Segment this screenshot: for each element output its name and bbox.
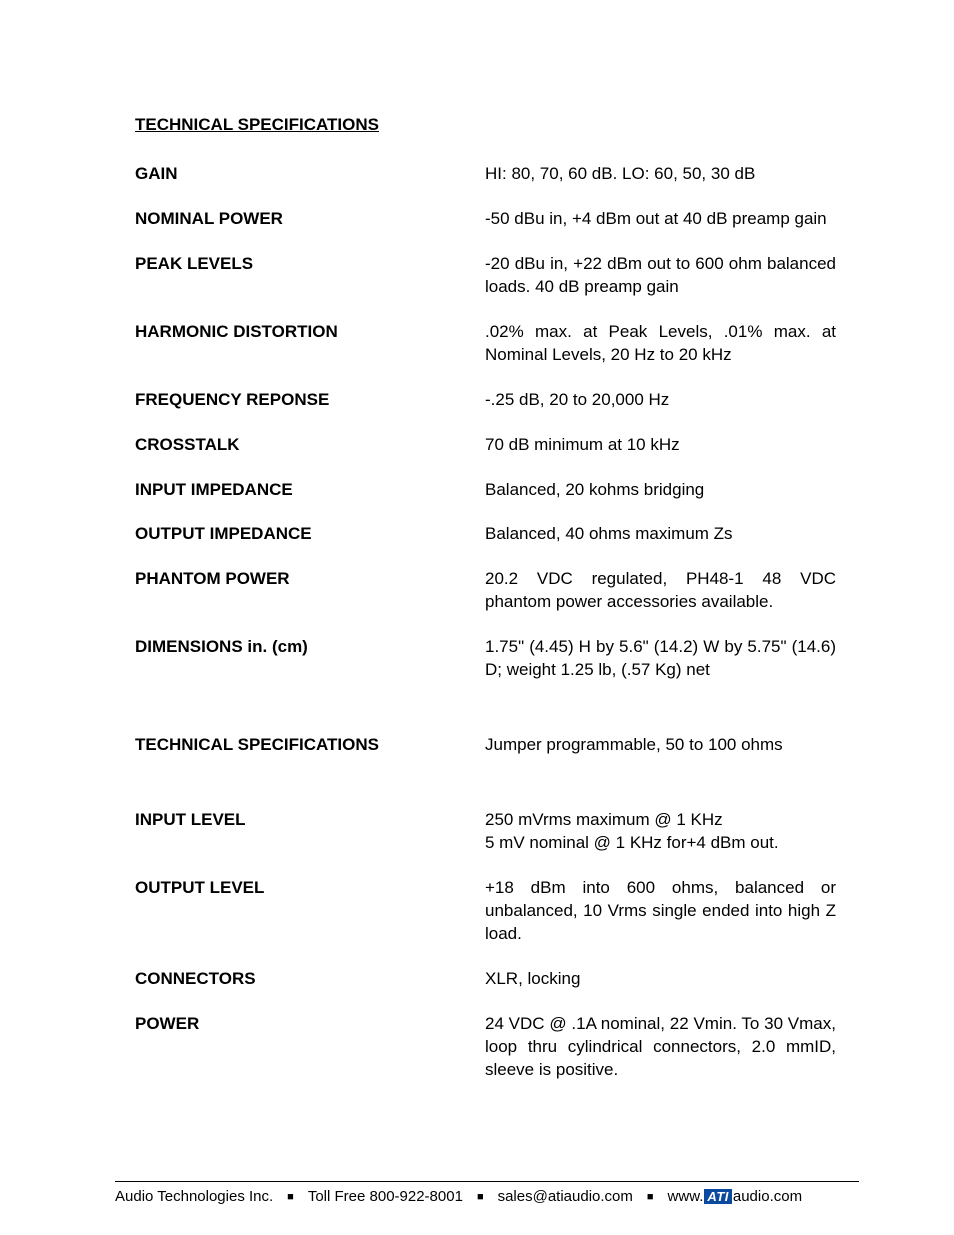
spec-value: +18 dBm into 600 ohms, balanced or unbal… — [485, 877, 836, 946]
spec-row: NOMINAL POWER-50 dBu in, +4 dBm out at 4… — [135, 208, 836, 231]
spec-row: CROSSTALK70 dB minimum at 10 kHz — [135, 434, 836, 457]
section-title: TECHNICAL SPECIFICATIONS — [135, 115, 836, 135]
separator-icon: ■ — [647, 1191, 654, 1203]
spec-label: CROSSTALK — [135, 434, 485, 457]
footer-phone: Toll Free 800-922-8001 — [308, 1188, 463, 1205]
spec-label: OUTPUT LEVEL — [135, 877, 485, 900]
spec-label: PHANTOM POWER — [135, 568, 485, 591]
spec-value: -50 dBu in, +4 dBm out at 40 dB preamp g… — [485, 208, 836, 231]
footer-url: www.ATIaudio.com — [668, 1188, 803, 1205]
spec-row: TECHNICAL SPECIFICATIONSJumper programma… — [135, 734, 836, 757]
footer-company: Audio Technologies Inc. — [115, 1188, 273, 1205]
spec-row: CONNECTORSXLR, locking — [135, 968, 836, 991]
spec-value: 24 VDC @ .1A nominal, 22 Vmin. To 30 Vma… — [485, 1013, 836, 1082]
spec-label: DIMENSIONS in. (cm) — [135, 636, 485, 659]
spec-label: CONNECTORS — [135, 968, 485, 991]
spec-label: INPUT IMPEDANCE — [135, 479, 485, 502]
spec-label: PEAK LEVELS — [135, 253, 485, 276]
footer-text: Audio Technologies Inc. ■ Toll Free 800-… — [0, 1188, 954, 1205]
footer-email: sales@atiaudio.com — [498, 1188, 633, 1205]
spec-row: GAINHI: 80, 70, 60 dB. LO: 60, 50, 30 dB — [135, 163, 836, 186]
separator-icon: ■ — [287, 1191, 294, 1203]
spec-value: 70 dB minimum at 10 kHz — [485, 434, 836, 457]
spec-row: POWER24 VDC @ .1A nominal, 22 Vmin. To 3… — [135, 1013, 836, 1082]
footer-url-suffix: audio.com — [733, 1188, 802, 1205]
spec-value: Balanced, 20 kohms bridging — [485, 479, 836, 502]
specs-list: GAINHI: 80, 70, 60 dB. LO: 60, 50, 30 dB… — [135, 163, 836, 1082]
footer-rule — [115, 1181, 859, 1182]
spec-label: TECHNICAL SPECIFICATIONS — [135, 734, 485, 757]
spec-label: HARMONIC DISTORTION — [135, 321, 485, 344]
spec-value: Jumper programmable, 50 to 100 ohms — [485, 734, 836, 757]
spec-value: Balanced, 40 ohms maximum Zs — [485, 523, 836, 546]
separator-icon: ■ — [477, 1191, 484, 1203]
spec-value: XLR, locking — [485, 968, 836, 991]
spec-label: GAIN — [135, 163, 485, 186]
spec-label: NOMINAL POWER — [135, 208, 485, 231]
spec-row: PHANTOM POWER20.2 VDC regulated, PH48-1 … — [135, 568, 836, 614]
spec-row: HARMONIC DISTORTION.02% max. at Peak Lev… — [135, 321, 836, 367]
spec-row: FREQUENCY REPONSE-.25 dB, 20 to 20,000 H… — [135, 389, 836, 412]
spec-row: OUTPUT IMPEDANCEBalanced, 40 ohms maximu… — [135, 523, 836, 546]
spec-label: INPUT LEVEL — [135, 809, 485, 832]
spec-label: FREQUENCY REPONSE — [135, 389, 485, 412]
spec-value: HI: 80, 70, 60 dB. LO: 60, 50, 30 dB — [485, 163, 836, 186]
spec-row: INPUT LEVEL250 mVrms maximum @ 1 KHz 5 m… — [135, 809, 836, 855]
spec-value: -.25 dB, 20 to 20,000 Hz — [485, 389, 836, 412]
spec-row: OUTPUT LEVEL+18 dBm into 600 ohms, balan… — [135, 877, 836, 946]
page-container: TECHNICAL SPECIFICATIONS GAINHI: 80, 70,… — [0, 0, 954, 1235]
spec-value: 1.75" (4.45) H by 5.6" (14.2) W by 5.75"… — [485, 636, 836, 682]
spec-value: 250 mVrms maximum @ 1 KHz 5 mV nominal @… — [485, 809, 836, 855]
ati-logo-icon: ATI — [704, 1189, 731, 1204]
spec-value: -20 dBu in, +22 dBm out to 600 ohm balan… — [485, 253, 836, 299]
spec-value: 20.2 VDC regulated, PH48-1 48 VDC phanto… — [485, 568, 836, 614]
spec-label: OUTPUT IMPEDANCE — [135, 523, 485, 546]
spec-row: DIMENSIONS in. (cm)1.75" (4.45) H by 5.6… — [135, 636, 836, 682]
spec-row: INPUT IMPEDANCEBalanced, 20 kohms bridgi… — [135, 479, 836, 502]
footer-url-prefix: www. — [668, 1188, 704, 1205]
page-footer: Audio Technologies Inc. ■ Toll Free 800-… — [0, 1181, 954, 1205]
spec-row: PEAK LEVELS-20 dBu in, +22 dBm out to 60… — [135, 253, 836, 299]
spec-value: .02% max. at Peak Levels, .01% max. at N… — [485, 321, 836, 367]
spec-label: POWER — [135, 1013, 485, 1036]
